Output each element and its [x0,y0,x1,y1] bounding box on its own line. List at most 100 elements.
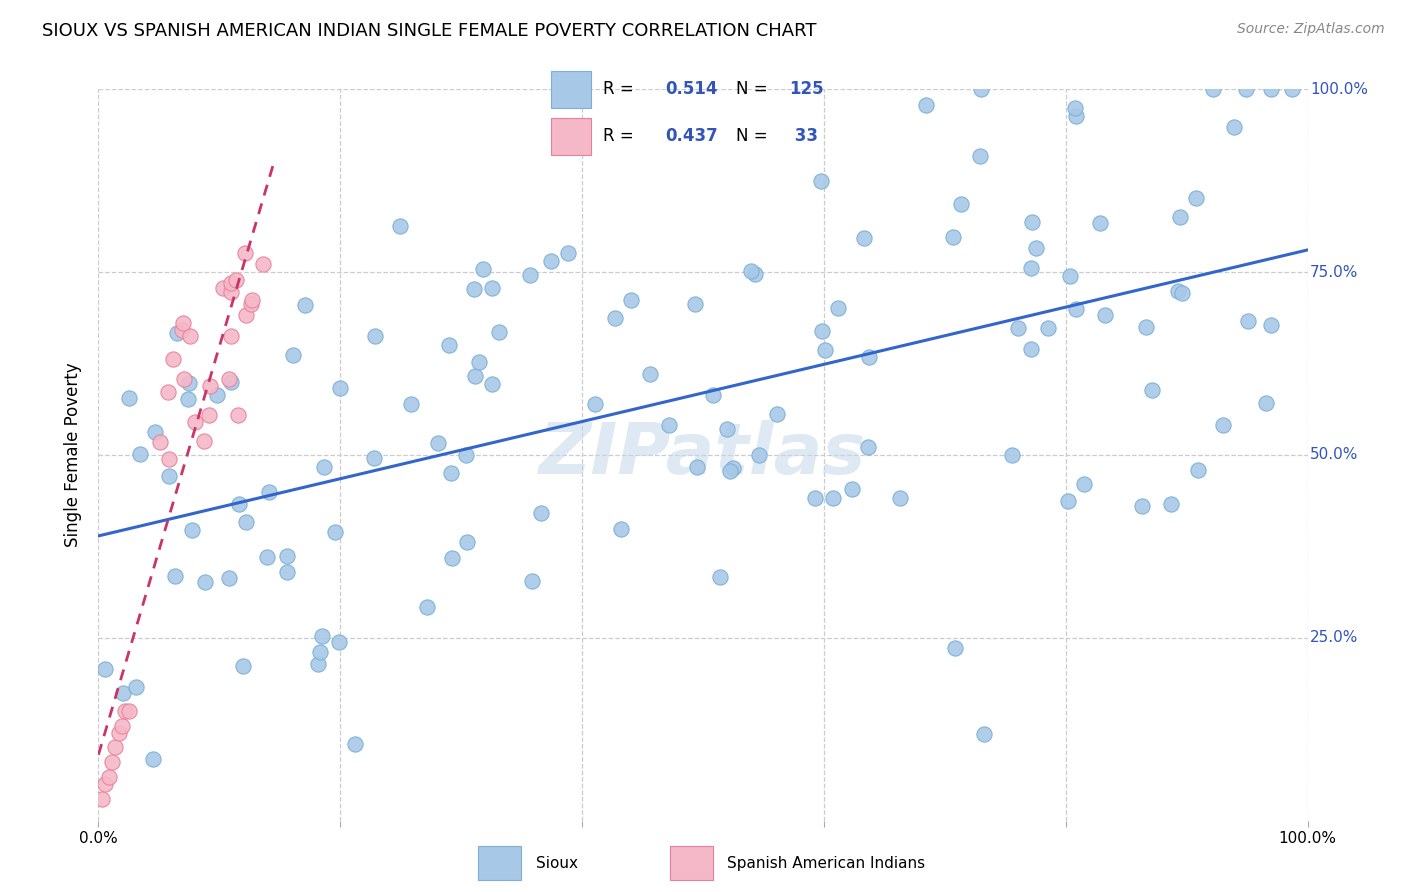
Point [1073,477,1095,491]
Text: R =: R = [603,80,634,98]
Point [91,791,114,805]
Point [149,434,172,449]
Point [1135,320,1157,334]
Point [1171,285,1194,300]
Point [1281,82,1303,96]
Point [221,375,243,389]
Point [111,718,134,732]
Point [197,409,219,423]
Point [427,436,450,450]
Point [740,264,762,278]
Point [1007,321,1029,335]
Text: 25.0%: 25.0% [1310,631,1358,645]
Point [437,338,460,352]
Point [1223,120,1246,134]
Point [242,293,264,307]
Point [620,293,643,308]
Point [811,324,834,338]
Text: 125: 125 [789,80,824,98]
Point [969,82,991,96]
Point [344,737,367,751]
Point [856,440,879,454]
Point [814,343,837,357]
Point [721,461,744,475]
Point [194,574,217,589]
Point [219,285,242,299]
Point [276,549,298,564]
Point [94,662,117,676]
Point [165,569,187,583]
Point [1130,499,1153,513]
Point [218,372,240,386]
Point [415,600,437,615]
Point [1064,301,1087,316]
Point [1059,269,1081,284]
Point [325,525,347,540]
Point [638,368,661,382]
Y-axis label: Single Female Poverty: Single Female Poverty [65,363,83,547]
Text: N =: N = [737,128,768,145]
Point [94,777,117,791]
Point [744,267,766,281]
Point [177,376,200,391]
Text: 0.437: 0.437 [665,128,718,145]
Point [180,523,202,537]
Point [1234,82,1257,96]
Point [183,415,205,429]
FancyBboxPatch shape [551,118,591,155]
Point [858,350,880,364]
Point [1057,494,1080,508]
Point [219,277,242,291]
Point [463,282,485,296]
Point [519,268,541,282]
Point [853,231,876,245]
Point [583,397,606,411]
Point [118,704,141,718]
Point [439,466,461,480]
Point [173,372,195,386]
Point [942,229,965,244]
Point [177,392,200,407]
Point [1254,396,1277,410]
Point [1019,343,1042,357]
Point [1260,318,1282,332]
Point [233,246,256,260]
Point [481,281,503,295]
Point [685,297,707,311]
Point [311,629,333,643]
Point [363,450,385,465]
Point [969,149,991,163]
Point [609,522,631,536]
Point [226,408,249,422]
Point [198,378,221,392]
Point [456,535,478,549]
Point [471,262,494,277]
Point [104,740,127,755]
Point [118,391,141,405]
Point [1001,448,1024,462]
Point [364,329,387,343]
Point [557,246,579,260]
Point [520,574,543,589]
Text: 0.514: 0.514 [665,80,717,98]
Point [228,497,250,511]
Point [256,549,278,564]
Point [328,634,350,648]
Point [686,459,709,474]
Point [467,355,489,369]
Text: Sioux: Sioux [536,855,578,871]
Point [889,491,911,505]
Point [107,726,129,740]
Point [456,448,478,462]
Point [605,311,627,326]
Point [440,551,463,566]
Point [949,197,972,211]
Point [309,645,332,659]
Point [157,452,180,467]
Point [709,570,731,584]
Text: N =: N = [737,80,768,98]
FancyBboxPatch shape [478,846,522,880]
Text: R =: R = [603,128,634,145]
Point [172,316,194,330]
Point [112,686,135,700]
